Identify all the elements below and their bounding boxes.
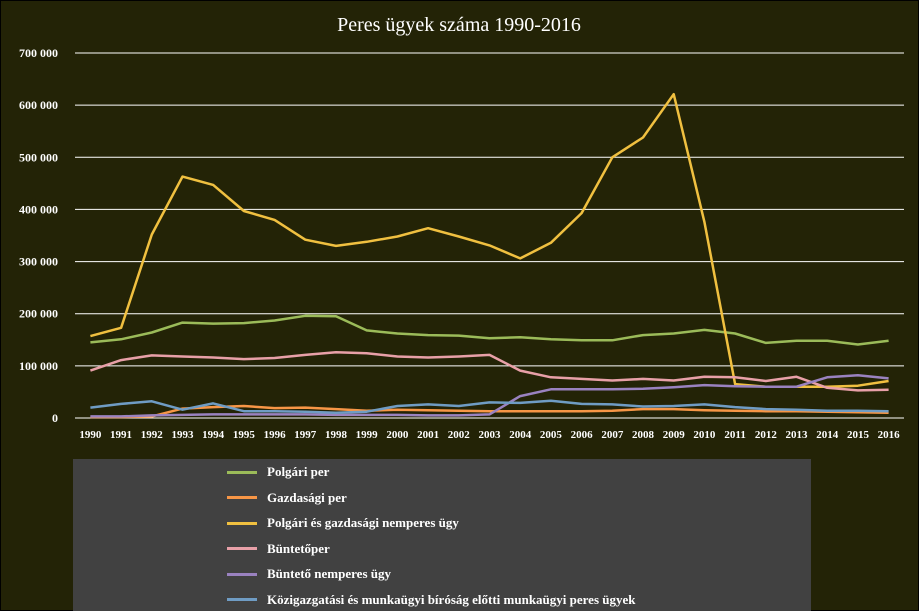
legend-item: Közigazgatási és munkaügyi bíróság előtt… [227, 590, 635, 610]
x-tick-label: 1990 [79, 429, 102, 441]
series-line-5 [90, 373, 889, 418]
x-tick-label: 2004 [509, 429, 532, 441]
x-tick-label: 2007 [601, 429, 624, 441]
y-tick-label: 300 000 [19, 255, 58, 269]
x-tick-label: 2010 [693, 429, 716, 441]
series-line-4 [89, 351, 889, 392]
x-tick-label: 1995 [233, 429, 256, 441]
x-tick-label: 2012 [755, 429, 778, 441]
legend-swatch [227, 496, 257, 499]
y-tick-label: 100 000 [19, 359, 58, 373]
x-tick-label: 1997 [294, 429, 317, 441]
legend-label: Büntetőper [267, 540, 330, 556]
gridlines [75, 52, 904, 419]
series-lines [89, 92, 889, 419]
x-tick-label: 1996 [264, 429, 287, 441]
x-tick-label: 2006 [571, 429, 594, 441]
y-tick-label: 500 000 [19, 150, 58, 164]
x-tick-label: 2016 [878, 429, 901, 441]
legend-swatch [227, 598, 257, 601]
legend-item: Büntetőper [227, 539, 330, 559]
legend-item: Polgári és gazdasági nemperes ügy [227, 513, 459, 533]
x-tick-label: 2011 [724, 429, 745, 441]
x-tick-label: 2008 [632, 429, 655, 441]
legend-swatch [227, 521, 257, 525]
y-axis-tick-labels: 0 100 000 200 000 300 000 400 000 500 000 600 … [19, 46, 58, 425]
legend-swatch [227, 572, 257, 576]
x-tick-label: 1999 [356, 429, 379, 441]
x-tick-label: 2001 [417, 429, 439, 441]
legend: Polgári per Gazdasági per Polgári és gazda… [73, 459, 811, 611]
y-tick-label: 600 000 [19, 98, 58, 112]
x-tick-label: 2003 [479, 429, 502, 441]
x-tick-label: 2013 [786, 429, 809, 441]
legend-label: Gazdasági per [267, 489, 347, 505]
y-tick-label: 0 [52, 411, 58, 425]
legend-item: Gazdasági per [227, 488, 347, 508]
x-tick-label: 2009 [663, 429, 686, 441]
x-tick-label: 1992 [141, 429, 164, 441]
x-tick-label: 1998 [325, 429, 348, 441]
legend-label: Közigazgatási és munkaügyi bíróság előtt… [267, 591, 636, 607]
chart-title: Peres ügyek száma 1990-2016 [337, 14, 581, 36]
x-tick-label: 1991 [110, 429, 132, 441]
x-tick-label: 2000 [386, 429, 409, 441]
y-tick-label: 700 000 [19, 46, 58, 60]
legend-item: Polgári per [227, 462, 329, 482]
x-tick-label: 2002 [448, 429, 471, 441]
x-tick-label: 2015 [847, 429, 870, 441]
x-tick-label: 1994 [202, 429, 225, 441]
x-tick-label: 2014 [816, 429, 839, 441]
legend-item: Büntető nemperes ügy [227, 564, 391, 584]
legend-label: Polgári és gazdasági nemperes ügy [267, 515, 459, 530]
y-tick-label: 200 000 [19, 307, 58, 321]
x-tick-label: 1993 [171, 429, 194, 441]
series-line-6 [90, 399, 889, 415]
legend-swatch [227, 547, 257, 550]
x-axis-tick-labels: 1990 1991 1992 1993 1994 1995 1996 1997 1998 1999… [79, 429, 900, 441]
series-line-1 [90, 314, 889, 346]
legend-label: Büntető nemperes ügy [267, 566, 391, 581]
legend-swatch [227, 470, 257, 474]
y-tick-label: 400 000 [19, 202, 58, 216]
legend-label: Polgári per [267, 464, 330, 479]
x-tick-label: 2005 [540, 429, 563, 441]
